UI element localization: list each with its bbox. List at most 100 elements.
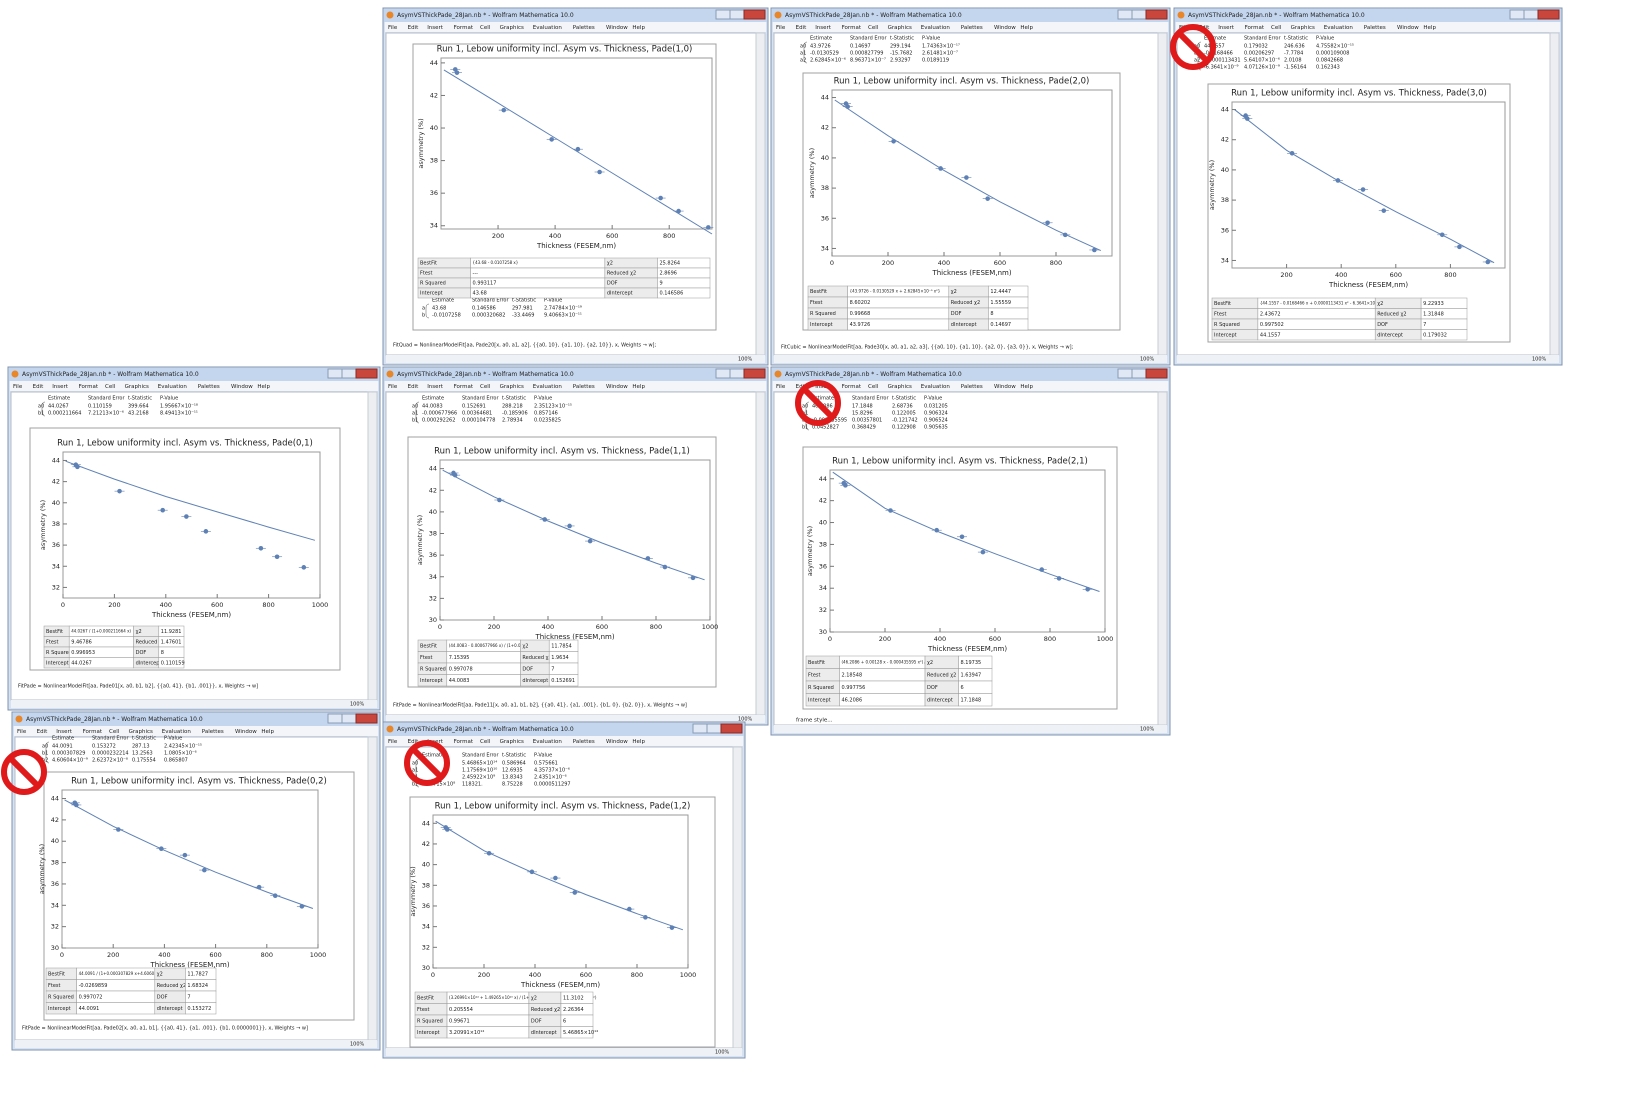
menu-item[interactable]: File — [13, 384, 23, 390]
menu-item[interactable]: Help — [1423, 25, 1436, 31]
menu-item[interactable]: Graphics — [500, 25, 524, 31]
menu-item[interactable]: Help — [632, 384, 645, 390]
menu-item[interactable]: Cell — [868, 25, 879, 31]
scrollbar[interactable] — [368, 737, 377, 1040]
menu-item[interactable]: Help — [1020, 384, 1033, 390]
menu-item[interactable]: Cell — [109, 729, 120, 735]
menu-item[interactable]: Evaluation — [158, 384, 188, 390]
menu-item[interactable]: Palettes — [573, 739, 595, 745]
menu-item[interactable]: Insert — [427, 25, 444, 31]
menu-item[interactable]: Edit — [796, 25, 807, 31]
menu-item[interactable]: File — [776, 384, 786, 390]
menu-item[interactable]: Insert — [1218, 25, 1235, 31]
menu-item[interactable]: Format — [454, 739, 474, 745]
minimize-button[interactable] — [716, 369, 730, 378]
menu-item[interactable]: Window — [606, 25, 628, 31]
close-button[interactable] — [744, 369, 765, 378]
menu-item[interactable]: Palettes — [573, 384, 595, 390]
scrollbar[interactable] — [733, 747, 742, 1048]
menu-item[interactable]: File — [388, 384, 398, 390]
maximize-button[interactable] — [1524, 10, 1538, 19]
menu-item[interactable]: Window — [606, 739, 628, 745]
menu-item[interactable]: Cell — [480, 384, 491, 390]
close-button[interactable] — [744, 10, 765, 19]
menu-item[interactable]: Insert — [815, 25, 832, 31]
menu-item[interactable]: Evaluation — [533, 25, 563, 31]
menu-item[interactable]: Window — [231, 384, 253, 390]
scrollbar[interactable] — [1158, 33, 1167, 355]
minimize-button[interactable] — [693, 724, 707, 733]
minimize-button[interactable] — [1118, 10, 1132, 19]
menu-item[interactable]: Edit — [37, 729, 48, 735]
close-button[interactable] — [1538, 10, 1559, 19]
menu-item[interactable]: Help — [257, 384, 270, 390]
maximize-button[interactable] — [342, 369, 356, 378]
zoom-level[interactable]: 100% — [1140, 727, 1155, 733]
maximize-button[interactable] — [730, 10, 744, 19]
zoom-level[interactable]: 100% — [350, 702, 365, 708]
close-button[interactable] — [721, 724, 742, 733]
menu-item[interactable]: Graphics — [500, 384, 524, 390]
menu-item[interactable]: Edit — [408, 384, 419, 390]
scrollbar[interactable] — [756, 33, 765, 355]
maximize-button[interactable] — [730, 369, 744, 378]
scrollbar[interactable] — [756, 392, 765, 715]
menu-item[interactable]: Edit — [33, 384, 44, 390]
minimize-button[interactable] — [328, 369, 342, 378]
menu-item[interactable]: Format — [79, 384, 99, 390]
menu-item[interactable]: Edit — [408, 25, 419, 31]
menu-item[interactable]: Window — [994, 384, 1016, 390]
maximize-button[interactable] — [342, 714, 356, 723]
menu-item[interactable]: Format — [1245, 25, 1265, 31]
menu-item[interactable]: Evaluation — [921, 384, 951, 390]
menu-item[interactable]: File — [388, 25, 398, 31]
menu-item[interactable]: Format — [454, 384, 474, 390]
menu-item[interactable]: File — [776, 25, 786, 31]
menu-item[interactable]: Insert — [52, 384, 69, 390]
menu-item[interactable]: File — [17, 729, 27, 735]
menu-item[interactable]: Window — [606, 384, 628, 390]
scrollbar[interactable] — [1158, 392, 1167, 725]
maximize-button[interactable] — [1132, 369, 1146, 378]
menu-item[interactable]: Palettes — [198, 384, 220, 390]
minimize-button[interactable] — [1118, 369, 1132, 378]
menu-item[interactable]: Evaluation — [533, 384, 563, 390]
menu-item[interactable]: Insert — [427, 384, 444, 390]
menu-item[interactable]: Help — [632, 739, 645, 745]
zoom-level[interactable]: 100% — [350, 1042, 365, 1048]
close-button[interactable] — [1146, 10, 1167, 19]
menu-item[interactable]: Cell — [480, 25, 491, 31]
menu-item[interactable]: File — [388, 739, 398, 745]
menu-item[interactable]: Graphics — [125, 384, 149, 390]
maximize-button[interactable] — [707, 724, 721, 733]
menu-item[interactable]: Cell — [480, 739, 491, 745]
menu-item[interactable]: Format — [842, 384, 862, 390]
menu-item[interactable]: Evaluation — [162, 729, 192, 735]
scrollbar[interactable] — [368, 392, 377, 700]
minimize-button[interactable] — [1510, 10, 1524, 19]
menu-item[interactable]: Palettes — [961, 25, 983, 31]
menu-item[interactable]: Window — [235, 729, 257, 735]
menu-item[interactable]: Evaluation — [1324, 25, 1354, 31]
minimize-button[interactable] — [716, 10, 730, 19]
menu-item[interactable]: Cell — [105, 384, 116, 390]
menu-item[interactable]: Graphics — [500, 739, 524, 745]
suggestion-bar[interactable]: frame style... — [796, 718, 833, 724]
menu-item[interactable]: Palettes — [961, 384, 983, 390]
menu-item[interactable]: Evaluation — [921, 25, 951, 31]
menu-item[interactable]: Insert — [56, 729, 73, 735]
menu-item[interactable]: Graphics — [888, 384, 912, 390]
menu-item[interactable]: Graphics — [888, 25, 912, 31]
menu-item[interactable]: Help — [632, 25, 645, 31]
close-button[interactable] — [356, 714, 377, 723]
menu-item[interactable]: Format — [842, 25, 862, 31]
scrollbar[interactable] — [1550, 33, 1559, 355]
menu-item[interactable]: Graphics — [129, 729, 153, 735]
maximize-button[interactable] — [1132, 10, 1146, 19]
menu-item[interactable]: Format — [83, 729, 103, 735]
close-button[interactable] — [1146, 369, 1167, 378]
menu-item[interactable]: Cell — [868, 384, 879, 390]
zoom-level[interactable]: 100% — [1140, 357, 1155, 363]
menu-item[interactable]: Window — [1397, 25, 1419, 31]
menu-item[interactable]: Graphics — [1291, 25, 1315, 31]
